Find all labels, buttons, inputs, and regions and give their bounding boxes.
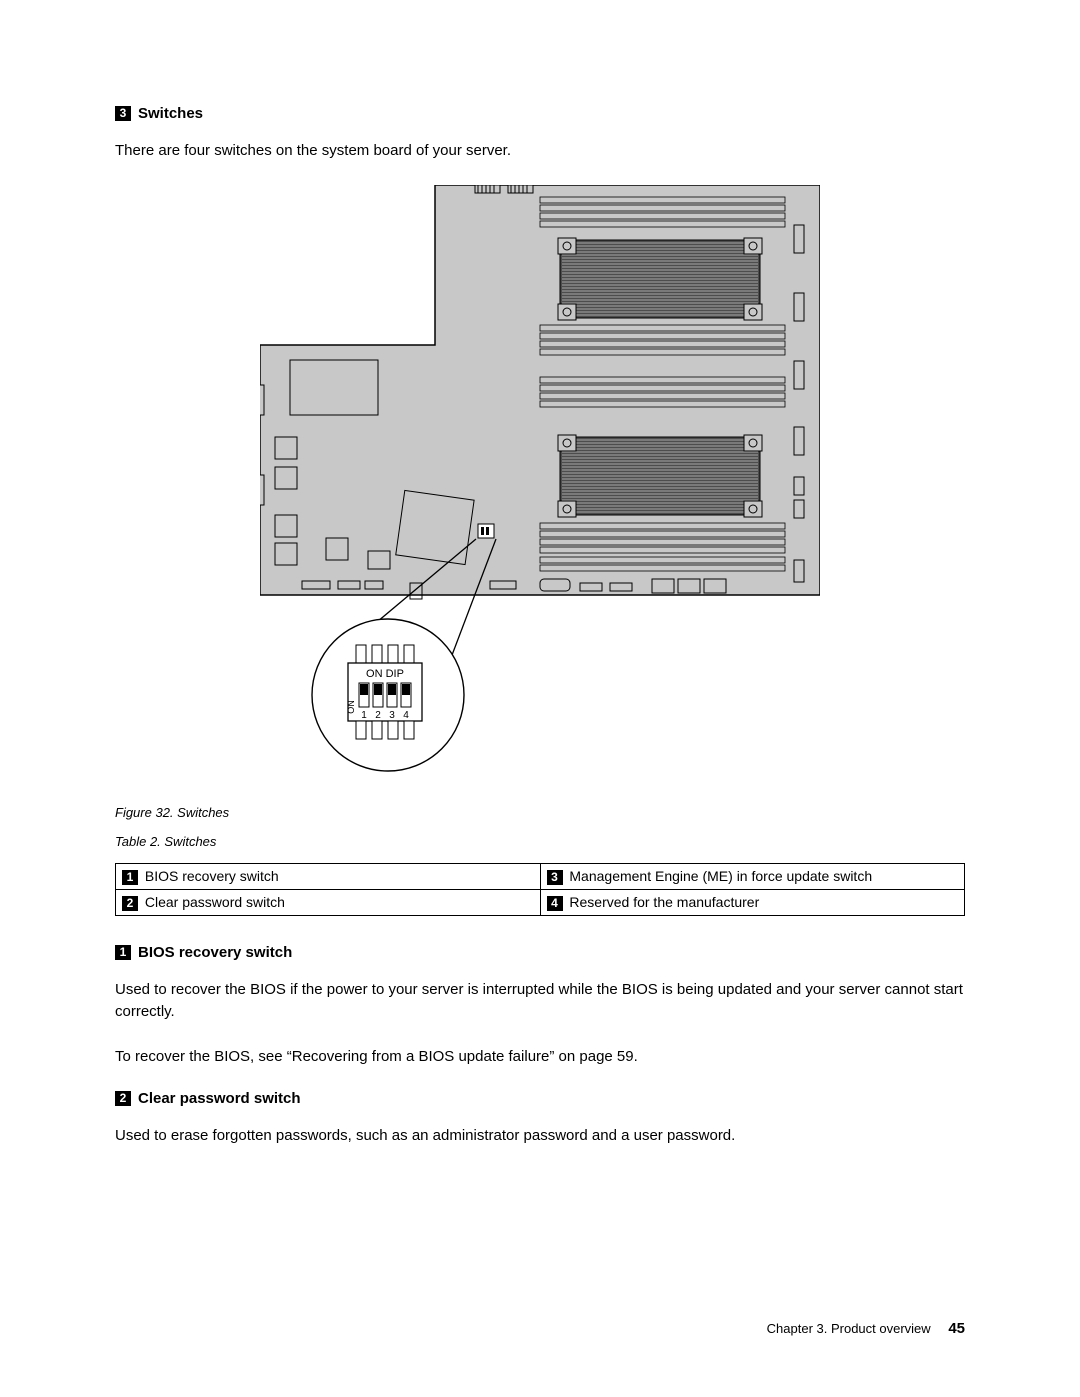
section-heading-switches: 3 Switches [115, 105, 965, 122]
cell-text: Reserved for the manufacturer [569, 894, 759, 910]
section-heading-bios: 1 BIOS recovery switch [115, 944, 965, 961]
footer-page: 45 [948, 1320, 965, 1337]
figure-switches: ON DIP ON 1 2 3 4 [115, 185, 965, 785]
callout-2-h: 2 [115, 1091, 131, 1106]
sec2-p1: Used to erase forgotten passwords, such … [115, 1125, 965, 1148]
motherboard-diagram: ON DIP ON 1 2 3 4 [260, 185, 820, 785]
svg-text:3: 3 [389, 710, 395, 721]
svg-text:4: 4 [403, 710, 409, 721]
callout-4-cell: 4 [547, 896, 563, 911]
footer-chapter: Chapter 3. Product overview [767, 1321, 931, 1336]
callout-2-cell: 2 [122, 896, 138, 911]
table-row: 2 Clear password switch 4 Reserved for t… [116, 889, 965, 915]
section-heading-clearpw: 2 Clear password switch [115, 1090, 965, 1107]
svg-text:2: 2 [375, 710, 381, 721]
switches-table: 1 BIOS recovery switch 3 Management Engi… [115, 863, 965, 916]
figure-caption: Figure 32. Switches [115, 805, 965, 820]
sec1-p1: Used to recover the BIOS if the power to… [115, 979, 965, 1024]
sec1-p2: To recover the BIOS, see “Recovering fro… [115, 1046, 965, 1069]
callout-1-h: 1 [115, 945, 131, 960]
callout-3: 3 [115, 106, 131, 121]
page-footer: Chapter 3. Product overview 45 [767, 1320, 965, 1337]
svg-text:ON DIP: ON DIP [366, 668, 404, 680]
cell-text: Clear password switch [145, 894, 285, 910]
callout-3-cell: 3 [547, 870, 563, 885]
svg-text:ON: ON [346, 700, 356, 714]
cell-text: BIOS recovery switch [145, 868, 279, 884]
table-caption: Table 2. Switches [115, 834, 965, 849]
callout-1: 1 [122, 870, 138, 885]
heading-text: Clear password switch [138, 1090, 301, 1107]
table-row: 1 BIOS recovery switch 3 Management Engi… [116, 863, 965, 889]
intro-paragraph: There are four switches on the system bo… [115, 140, 965, 163]
cell-text: Management Engine (ME) in force update s… [569, 868, 872, 884]
heading-text: BIOS recovery switch [138, 944, 292, 961]
svg-text:1: 1 [361, 710, 367, 721]
heading-text: Switches [138, 105, 203, 122]
